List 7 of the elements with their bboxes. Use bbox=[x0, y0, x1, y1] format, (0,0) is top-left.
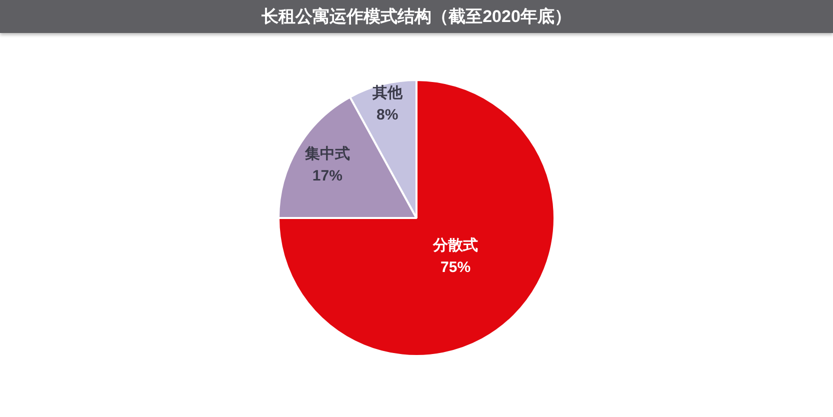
data-label: 17% bbox=[312, 167, 342, 184]
slice-label: 其他 bbox=[371, 84, 404, 102]
data-label: 75% bbox=[440, 259, 471, 276]
data-label: 8% bbox=[376, 106, 398, 124]
slice-label: 集中式 bbox=[304, 145, 350, 162]
slice-label: 分散式 bbox=[432, 237, 478, 254]
chart-title: 长租公寓运作模式结构（截至2020年底） bbox=[0, 0, 833, 33]
